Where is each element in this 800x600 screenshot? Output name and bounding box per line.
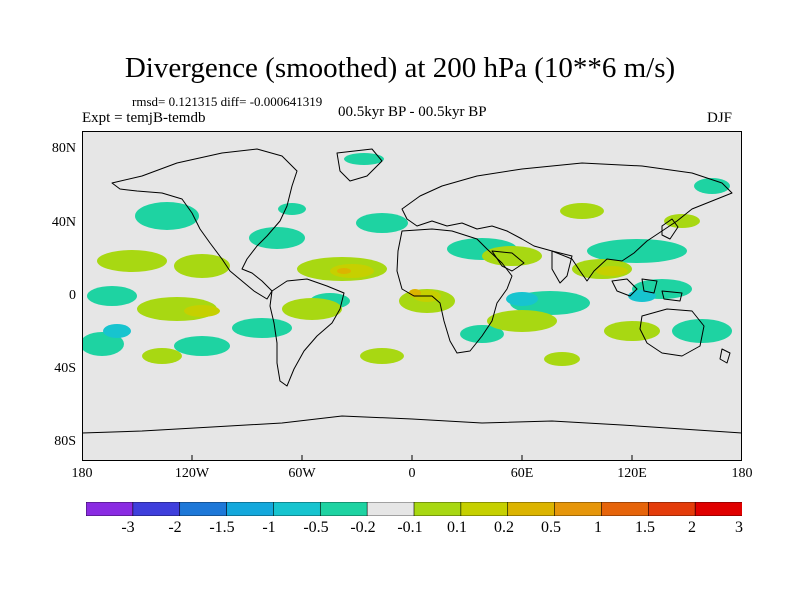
colorbar-label: -0.5: [303, 519, 329, 536]
colorbar-label: 3: [735, 519, 743, 536]
colorbar-label: -1: [262, 519, 276, 536]
colorbar-swatch: [694, 502, 742, 516]
colorbar-label: 1: [594, 519, 602, 536]
colorbar-label: -2: [168, 519, 182, 536]
colorbar-label: 0.1: [447, 519, 467, 536]
colorbar-swatch: [273, 502, 322, 516]
colorbar-label: 1.5: [635, 519, 655, 536]
colorbar-swatch: [132, 502, 181, 516]
colorbar-swatch: [647, 502, 696, 516]
colorbar-swatch: [226, 502, 275, 516]
lon-label-120e: 120E: [617, 466, 647, 481]
lon-label-120w: 120W: [174, 466, 210, 481]
colorbar-swatch: [86, 502, 134, 516]
lon-label-180e: 180: [731, 466, 753, 481]
lat-label-80s: 80S: [54, 434, 76, 449]
lon-label-180w: 180: [71, 466, 93, 481]
lat-label-0: 0: [69, 288, 76, 303]
lon-label-0: 0: [408, 466, 416, 481]
colorbar-label: -0.1: [397, 519, 423, 536]
experiment-label: Expt = temjB-temdb: [82, 110, 206, 126]
colorbar-label: -0.2: [350, 519, 376, 536]
colorbar-swatch: [179, 502, 228, 516]
axis-ticks: [191, 455, 633, 461]
colorbar-swatch: [319, 502, 368, 516]
colorbar-swatch: [601, 502, 650, 516]
plot-title: Divergence (smoothed) at 200 hPa (10**6 …: [124, 52, 676, 84]
lon-label-60e: 60E: [510, 466, 534, 481]
lon-label-60w: 60W: [288, 466, 316, 481]
lat-label-80n: 80N: [51, 141, 76, 156]
period-label: 00.5kyr BP - 00.5kyr BP: [338, 104, 487, 120]
colorbar-swatch: [413, 502, 462, 516]
colorbar-label: 2: [688, 519, 696, 536]
colorbar-label: 0.5: [541, 519, 561, 536]
colorbar-label: -1.5: [209, 519, 235, 536]
season-label: DJF: [707, 110, 733, 126]
coastlines: [82, 148, 742, 434]
divergence-field: [82, 153, 732, 366]
lat-label-40s: 40S: [54, 361, 76, 376]
colorbar-swatch: [366, 502, 415, 516]
colorbar-swatch: [507, 502, 556, 516]
colorbar-swatch: [460, 502, 509, 516]
map-panel: [82, 131, 742, 461]
colorbar-label: -3: [121, 519, 135, 536]
colorbar: [86, 502, 742, 516]
colorbar-label: 0.2: [494, 519, 514, 536]
lat-label-40n: 40N: [51, 215, 76, 230]
colorbar-swatch: [554, 502, 603, 516]
stats-line: rmsd= 0.121315 diff= -0.000641319: [132, 94, 323, 109]
